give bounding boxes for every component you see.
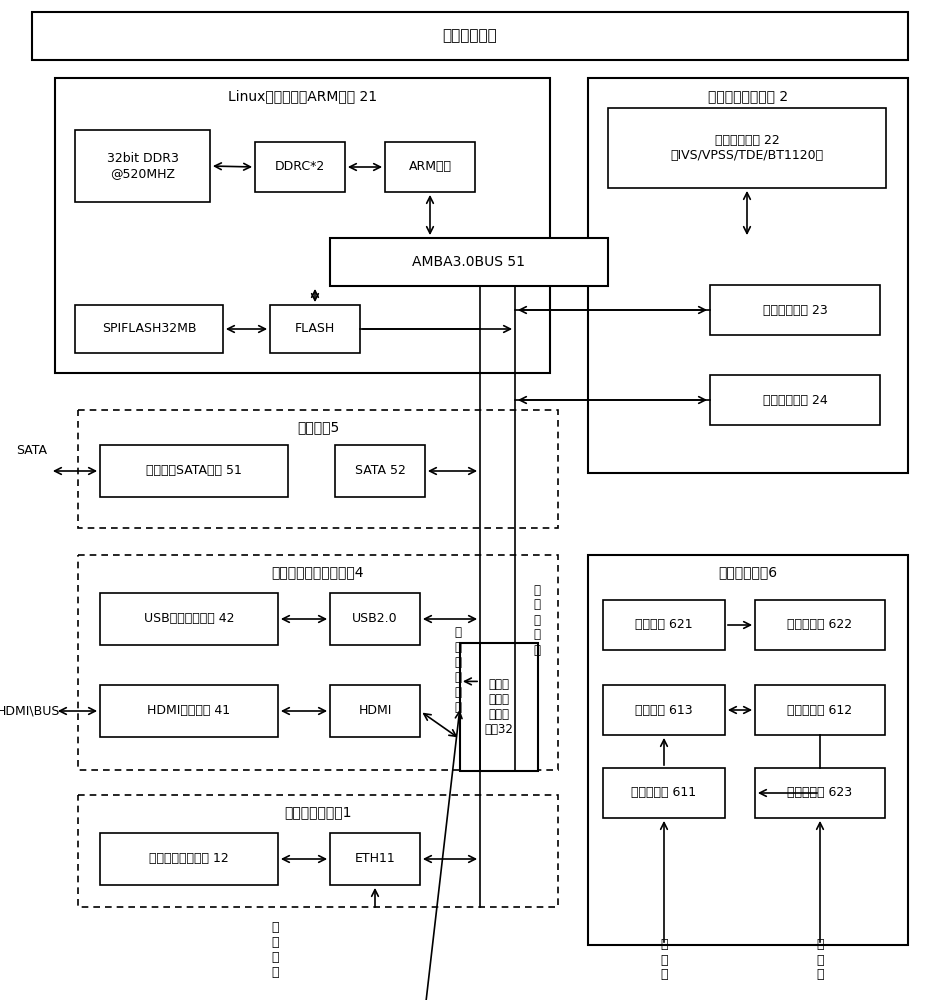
Bar bbox=[78, 555, 558, 770]
Text: 视频解码模块 23: 视频解码模块 23 bbox=[762, 304, 827, 316]
Bar bbox=[270, 305, 360, 353]
Text: ARM内核: ARM内核 bbox=[409, 160, 451, 174]
Text: SPIFLASH32MB: SPIFLASH32MB bbox=[102, 322, 196, 336]
Text: SATA: SATA bbox=[17, 444, 48, 458]
Bar bbox=[710, 285, 880, 335]
Text: 硬盘存储SATA接口 51: 硬盘存储SATA接口 51 bbox=[146, 464, 242, 478]
Bar bbox=[255, 142, 345, 192]
Text: USB信号控制电路 42: USB信号控制电路 42 bbox=[144, 612, 234, 626]
Text: 视频源接入单元1: 视频源接入单元1 bbox=[284, 805, 352, 819]
Bar bbox=[755, 685, 885, 735]
Text: 电源管理模块: 电源管理模块 bbox=[443, 28, 497, 43]
Text: 视频压缩处理部分 2: 视频压缩处理部分 2 bbox=[708, 89, 788, 103]
Text: 拾
音
器: 拾 音 器 bbox=[660, 938, 667, 982]
Bar bbox=[100, 833, 278, 885]
Bar bbox=[78, 410, 558, 528]
Bar bbox=[603, 685, 725, 735]
Text: 图像处理单元 22
（IVS/VPSS/TDE/BT1120）: 图像处理单元 22 （IVS/VPSS/TDE/BT1120） bbox=[670, 134, 823, 162]
Text: Linux系统架构和ARM内核 21: Linux系统架构和ARM内核 21 bbox=[227, 89, 377, 103]
Text: ETH11: ETH11 bbox=[354, 852, 396, 865]
Bar bbox=[55, 78, 550, 373]
Bar bbox=[755, 600, 885, 650]
Text: AMBA3.0BUS 51: AMBA3.0BUS 51 bbox=[413, 255, 525, 269]
Bar bbox=[330, 593, 420, 645]
Text: 数模转换器 622: 数模转换器 622 bbox=[788, 618, 853, 632]
Text: 网络通信协议技术 12: 网络通信协议技术 12 bbox=[149, 852, 228, 865]
Text: HDMI\BUS: HDMI\BUS bbox=[0, 704, 59, 718]
Text: 以
太
网
口: 以 太 网 口 bbox=[272, 921, 279, 979]
Text: 音频解码 621: 音频解码 621 bbox=[635, 618, 693, 632]
Text: 模数转换器 612: 模数转换器 612 bbox=[788, 704, 853, 716]
Bar bbox=[608, 108, 886, 188]
Bar bbox=[710, 375, 880, 425]
Text: 音频滤波器 611: 音频滤波器 611 bbox=[632, 786, 697, 800]
Bar bbox=[75, 130, 210, 202]
Bar bbox=[75, 305, 223, 353]
Text: 录
像
保
存
视
频: 录 像 保 存 视 频 bbox=[455, 626, 462, 714]
Bar bbox=[588, 78, 908, 473]
Bar bbox=[100, 445, 288, 497]
Text: SATA 52: SATA 52 bbox=[354, 464, 405, 478]
Bar bbox=[588, 555, 908, 945]
Text: HDMI输出电路 41: HDMI输出电路 41 bbox=[148, 704, 230, 718]
Bar bbox=[32, 12, 908, 60]
Text: 音频编码 613: 音频编码 613 bbox=[635, 704, 693, 716]
Text: FLASH: FLASH bbox=[295, 322, 336, 336]
Text: 存储单元5: 存储单元5 bbox=[297, 420, 339, 434]
Text: 音频放大器 623: 音频放大器 623 bbox=[788, 786, 853, 800]
Bar bbox=[603, 768, 725, 818]
Text: 远程平
台流媒
体协议
模块32: 远程平 台流媒 体协议 模块32 bbox=[484, 678, 513, 736]
Bar bbox=[755, 768, 885, 818]
Bar bbox=[330, 833, 420, 885]
Text: USB2.0: USB2.0 bbox=[352, 612, 398, 626]
Text: 32bit DDR3
@520MHZ: 32bit DDR3 @520MHZ bbox=[106, 152, 179, 180]
Text: 扩
音
器: 扩 音 器 bbox=[816, 938, 823, 982]
Bar bbox=[460, 643, 538, 771]
Bar bbox=[330, 685, 420, 737]
Bar bbox=[603, 600, 725, 650]
Bar bbox=[100, 593, 278, 645]
Bar bbox=[330, 238, 608, 286]
Text: 视频本地预览配置单元4: 视频本地预览配置单元4 bbox=[272, 565, 365, 579]
Text: HDMI: HDMI bbox=[358, 704, 392, 718]
Text: 视频对讲单元6: 视频对讲单元6 bbox=[718, 565, 777, 579]
Bar bbox=[78, 795, 558, 907]
Text: 视频编码模块 24: 视频编码模块 24 bbox=[762, 393, 827, 406]
Bar bbox=[100, 685, 278, 737]
Bar bbox=[335, 445, 425, 497]
Text: DDRC*2: DDRC*2 bbox=[274, 160, 325, 174]
Bar bbox=[385, 142, 475, 192]
Text: 压
缩
后
视
频: 压 缩 后 视 频 bbox=[534, 584, 540, 656]
